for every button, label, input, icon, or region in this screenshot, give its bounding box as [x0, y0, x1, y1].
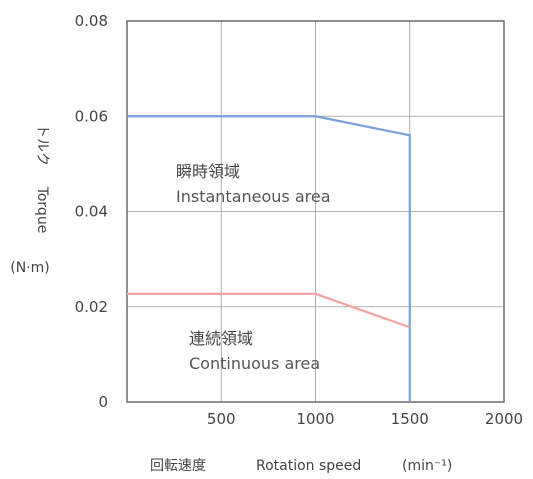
x-axis-label-unit: (min⁻¹): [402, 458, 452, 474]
y-tick-label: 0.04: [75, 203, 108, 221]
instant-area-label-jp: 瞬時領域: [176, 162, 240, 181]
y-tick-label: 0.02: [75, 298, 108, 316]
y-axis-label-unit: (N·m): [10, 260, 49, 276]
y-tick-labels: 0 0.02 0.04 0.06 0.08: [75, 12, 108, 411]
x-tick-label: 1000: [296, 410, 334, 428]
y-tick-label: 0.06: [75, 107, 108, 125]
x-axis-label-jp: 回転速度: [150, 458, 206, 474]
series-layer: [127, 115, 411, 402]
x-tick-label: 500: [207, 410, 236, 428]
y-tick-label: 0: [98, 393, 108, 411]
plot-frame: [126, 20, 505, 403]
y-axis-label-jp: トルク: [34, 124, 50, 166]
continuous-area-label-en: Continuous area: [189, 354, 320, 373]
x-axis-label-en: Rotation speed: [256, 458, 361, 474]
y-axis-label-en: Torque: [34, 186, 50, 234]
instantaneous-series-line: [127, 115, 411, 402]
x-tick-label: 2000: [485, 410, 523, 428]
continuous-series-line: [127, 292, 411, 329]
y-tick-label: 0.08: [75, 12, 108, 30]
grid-lines: [127, 21, 504, 402]
x-tick-labels: 500 1000 1500 2000: [207, 410, 523, 428]
continuous-area-label-jp: 連続領域: [189, 329, 253, 348]
x-tick-label: 1500: [391, 410, 429, 428]
instant-area-label-en: Instantaneous area: [176, 187, 331, 206]
